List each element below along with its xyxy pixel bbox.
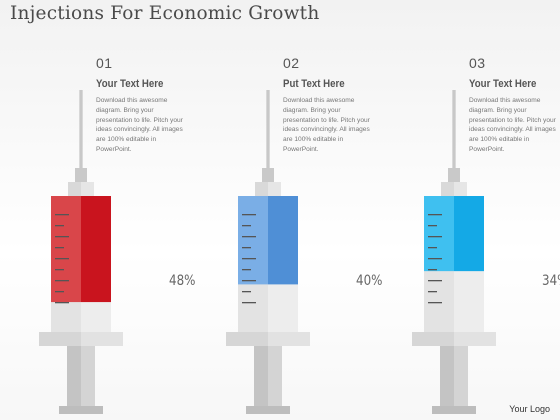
- percent-label: 48%: [169, 273, 196, 289]
- scale-tick: [55, 280, 69, 282]
- percent-label: 34%: [542, 273, 560, 289]
- barrel-tip-light: [268, 182, 281, 196]
- page-title: Injections For Economic Growth: [10, 3, 320, 24]
- scale-tick: [55, 214, 69, 216]
- scale-tick: [242, 269, 251, 271]
- scale-tick: [55, 225, 64, 227]
- scale-tick: [428, 214, 442, 216]
- syringe-3-icon: [412, 90, 496, 414]
- needle-highlight: [453, 90, 455, 170]
- percent-label: 40%: [356, 273, 383, 289]
- needle-hub: [75, 168, 87, 182]
- plunger-cap: [432, 406, 476, 414]
- step-description: Download this awesome diagram. Bring you…: [283, 97, 370, 153]
- scale-tick: [428, 258, 442, 260]
- scale-tick: [55, 269, 64, 271]
- plunger-rod-light: [268, 346, 282, 406]
- step-number: 01: [96, 55, 113, 71]
- step-heading: Put Text Here: [283, 78, 345, 90]
- scale-tick: [55, 258, 69, 260]
- needle-highlight: [80, 90, 82, 170]
- scale-tick: [242, 225, 251, 227]
- flange-light: [454, 332, 496, 346]
- flange-light: [81, 332, 123, 346]
- scale-tick: [55, 302, 69, 304]
- scale-tick: [55, 291, 64, 293]
- scale-tick: [242, 258, 256, 260]
- syringe-column-2: 02 Put Text Here Download this awesome d…: [226, 0, 382, 420]
- scale-tick: [242, 302, 256, 304]
- scale-tick: [55, 247, 64, 249]
- liquid-fill-left: [238, 196, 268, 285]
- step-description: Download this awesome diagram. Bring you…: [96, 97, 183, 153]
- plunger-rod-light: [81, 346, 95, 406]
- barrel-tip-light: [454, 182, 467, 196]
- scale-tick: [428, 247, 437, 249]
- needle-highlight: [267, 90, 269, 170]
- flange-light: [268, 332, 310, 346]
- barrel-tip-light: [81, 182, 94, 196]
- scale-tick: [55, 236, 69, 238]
- plunger-cap: [59, 406, 103, 414]
- scale-tick: [242, 247, 251, 249]
- scale-tick: [428, 225, 437, 227]
- scale-tick: [242, 291, 251, 293]
- scale-tick: [428, 269, 437, 271]
- needle-hub: [262, 168, 274, 182]
- step-description: Download this awesome diagram. Bring you…: [469, 97, 556, 153]
- liquid-fill-left: [424, 196, 454, 272]
- scale-tick: [428, 236, 442, 238]
- step-number: 03: [469, 55, 486, 71]
- liquid-fill-left: [51, 196, 81, 303]
- plunger-rod-light: [454, 346, 468, 406]
- needle-hub: [448, 168, 460, 182]
- syringe-2-icon: [226, 90, 310, 414]
- syringe-1-icon: [39, 90, 123, 414]
- plunger-cap: [246, 406, 290, 414]
- step-heading: Your Text Here: [96, 78, 164, 90]
- syringe-column-1: 01 Your Text Here Download this awesome …: [39, 0, 195, 420]
- scale-tick: [428, 302, 442, 304]
- scale-tick: [242, 280, 256, 282]
- liquid-fill-right: [81, 196, 111, 303]
- scale-tick: [428, 280, 442, 282]
- logo-text: Your Logo: [509, 404, 550, 414]
- scale-tick: [428, 291, 437, 293]
- syringe-column-3: 03 Your Text Here Download this awesome …: [412, 0, 560, 420]
- step-heading: Your Text Here: [469, 78, 537, 90]
- scale-tick: [242, 214, 256, 216]
- step-number: 02: [283, 55, 300, 71]
- liquid-fill-right: [454, 196, 484, 272]
- liquid-fill-right: [268, 196, 298, 285]
- scale-tick: [242, 236, 256, 238]
